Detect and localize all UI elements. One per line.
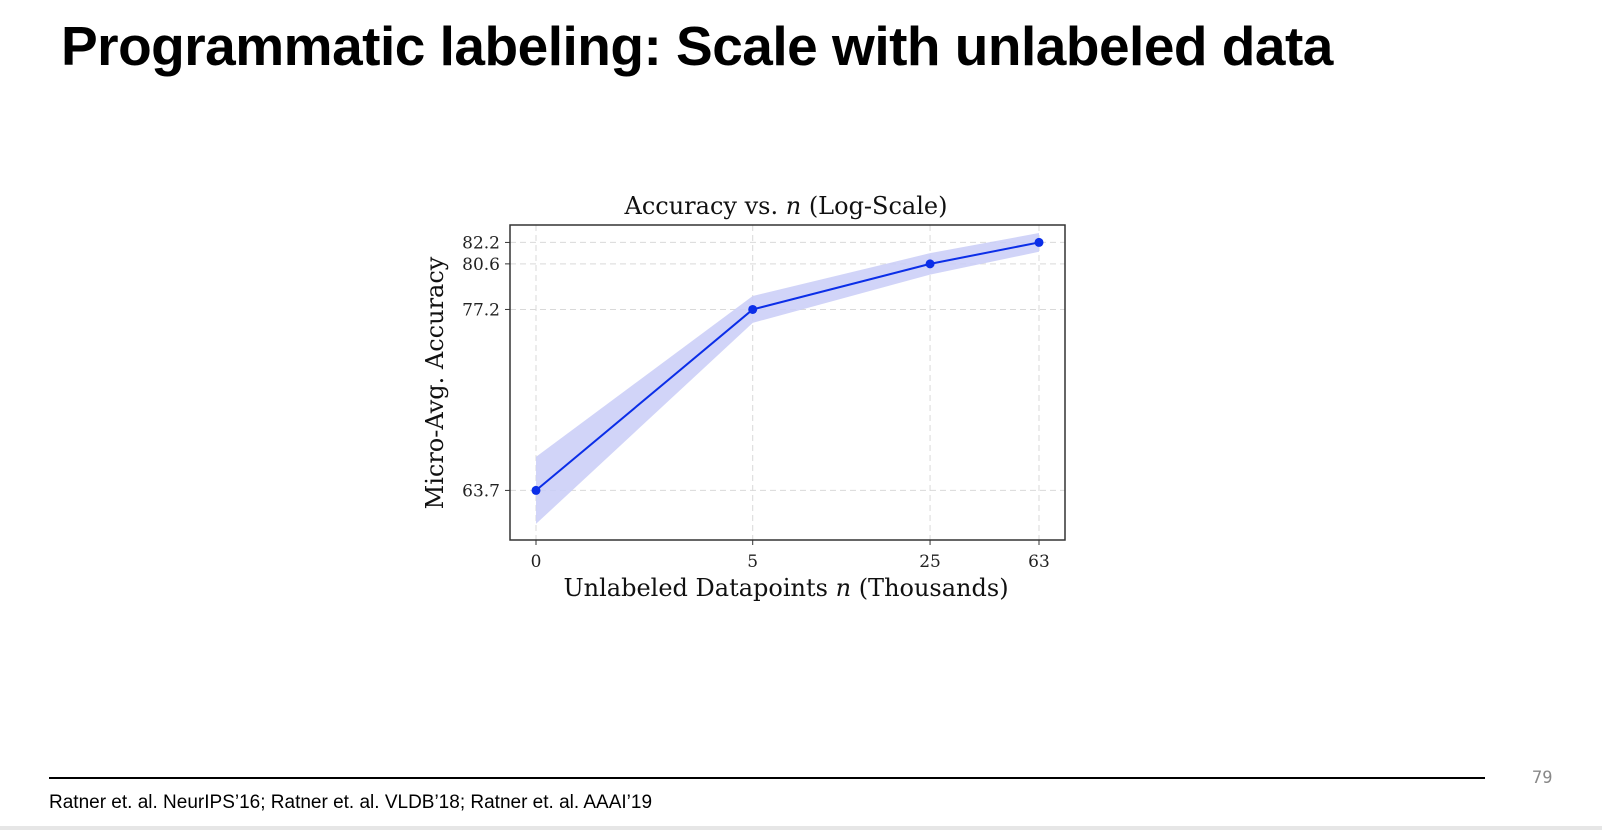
y-axis-label: Micro-Avg. Accuracy: [421, 256, 449, 509]
x-tick-label: 0: [531, 552, 542, 572]
x-axis-label-var: n: [836, 574, 851, 602]
tick-layer: 0 5 25 63 63.7 77.2 80.682.2: [462, 233, 1050, 572]
series-line: [535, 241, 1040, 492]
y-tick-label: 82.2: [462, 233, 500, 253]
y-tick-label: 80.6: [462, 255, 500, 275]
chart-title-prefix: Accuracy vs.: [624, 192, 786, 220]
footer-divider: [49, 777, 1485, 779]
data-point: [925, 259, 935, 269]
x-tick-label: 25: [919, 552, 941, 572]
chart-title: Accuracy vs. n (Log-Scale): [624, 192, 948, 220]
x-axis-label: Unlabeled Datapoints n (Thousands): [563, 574, 1008, 602]
y-tick-label: 63.7: [462, 481, 500, 501]
confidence-band: [536, 233, 1039, 524]
citation-text: Ratner et. al. NeurIPS’16; Ratner et. al…: [49, 792, 653, 813]
bottom-edge-bar: [0, 826, 1602, 830]
chart-title-suffix: (Log-Scale): [801, 192, 947, 220]
x-axis-label-prefix: Unlabeled Datapoints: [563, 574, 835, 602]
data-point: [748, 304, 758, 314]
data-point: [531, 485, 541, 495]
x-tick-label: 63: [1028, 552, 1050, 572]
x-axis-label-suffix: (Thousands): [851, 574, 1009, 602]
chart-title-var: n: [786, 192, 801, 220]
band-layer: [536, 233, 1039, 524]
point-layer: [531, 237, 1044, 495]
page-number: 79: [1532, 768, 1553, 788]
slide-title: Programmatic labeling: Scale with unlabe…: [61, 15, 1333, 77]
grid-layer: [510, 225, 1065, 540]
x-tick-label: 5: [747, 552, 758, 572]
y-tick-label: 77.2: [462, 300, 500, 320]
data-point: [1034, 237, 1044, 247]
plot-frame: [509, 224, 1066, 541]
line-layer: [535, 241, 1040, 492]
